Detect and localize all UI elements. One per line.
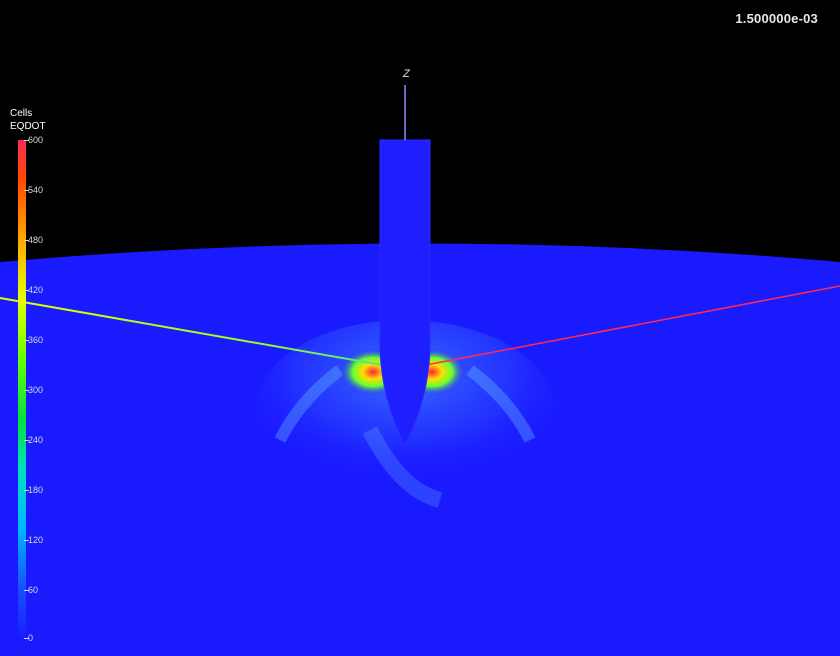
legend-tick: 240: [23, 435, 44, 445]
legend-tick: 420: [23, 285, 44, 295]
legend-tick: 540: [23, 185, 44, 195]
stress-wave-left: [274, 365, 344, 443]
legend-tick: 120: [23, 535, 44, 545]
legend-tick: 600: [23, 135, 44, 145]
legend-tick: 300: [23, 385, 44, 395]
projectile: [379, 139, 431, 447]
z-axis-label: Z: [403, 68, 410, 80]
legend-tick: 180: [23, 485, 44, 495]
legend-tick: 0: [23, 633, 34, 643]
plate-line-right: [404, 285, 840, 370]
stress-wave-right: [466, 365, 536, 443]
legend-title-variable: EQDOT: [10, 121, 46, 132]
stress-wave-lower: [362, 426, 443, 508]
legend-tick: 60: [23, 585, 39, 595]
legend-tick: 480: [23, 235, 44, 245]
plate-line-left: [0, 297, 406, 370]
simulation-time-label: 1.500000e-03: [735, 11, 818, 26]
legend-title-cells: Cells: [10, 108, 33, 119]
legend-tick: 360: [23, 335, 44, 345]
color-scale-bar: [18, 140, 26, 640]
